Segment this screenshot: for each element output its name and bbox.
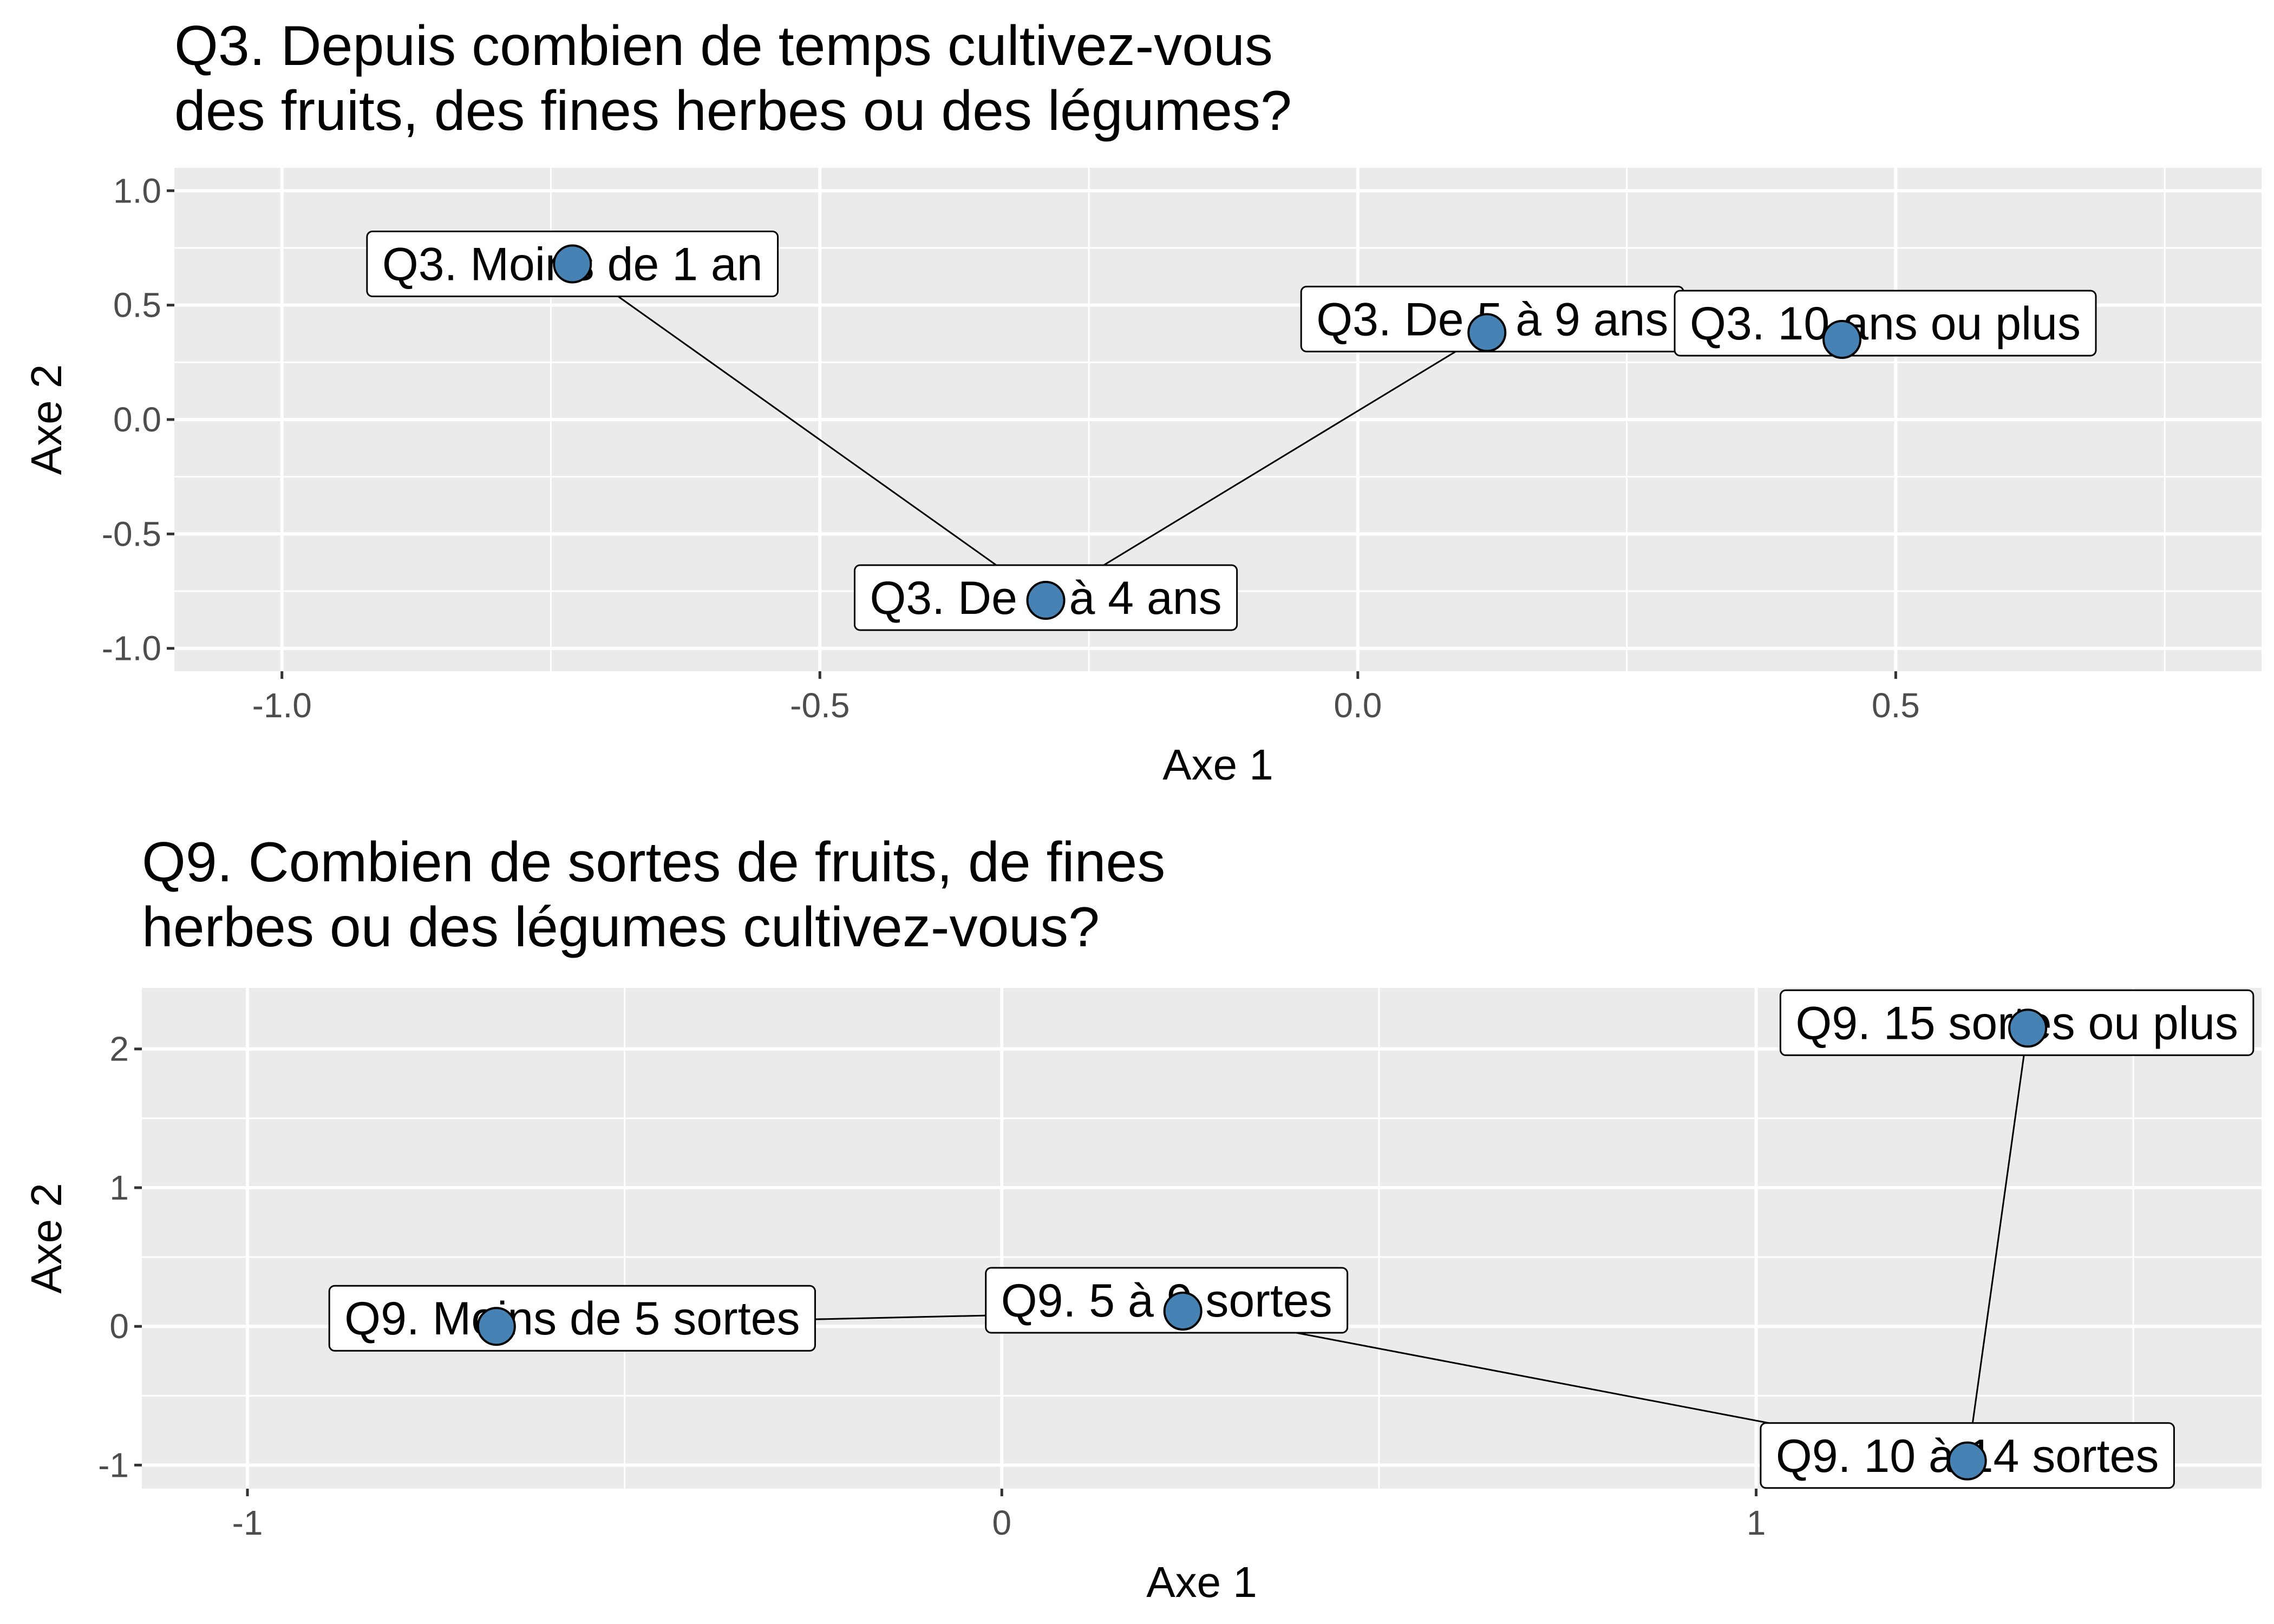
chart-q9-axes: -1 0 1 2 1 0 -1 <box>98 1030 1766 1542</box>
chart-q9-series-line <box>496 1028 2029 1462</box>
chart-q9: Q9. Combien de sortes de fruits, de fine… <box>22 831 2262 1606</box>
chart-q9-title-line-1: Q9. Combien de sortes de fruits, de fine… <box>142 831 1165 894</box>
chart-q9-data-point <box>1948 1441 1987 1481</box>
chart-q9-y-tick-label: 1 <box>109 1168 129 1207</box>
chart-q3-y-tick-label: 0.0 <box>113 400 161 439</box>
chart-q9-x-tick-label: 1 <box>1747 1503 1766 1542</box>
chart-q3-title-line-1: Q3. Depuis combien de temps cultivez-vou… <box>174 15 1273 77</box>
chart-q3-x-tick-label: -1.0 <box>252 686 312 725</box>
chart-q3-label-box <box>1674 290 2097 357</box>
chart-q3-data-point <box>1822 320 1862 359</box>
chart-q3-y-tick-label: -1.0 <box>102 629 161 668</box>
chart-q3-x-axis-label: Axe 1 <box>1162 741 1273 789</box>
chart-q9-point-label: Q9. Moins de 5 sortes <box>328 1285 816 1352</box>
chart-q3: Q3. Depuis combien de temps cultivez-vou… <box>22 15 2262 789</box>
chart-q9-connecting-path <box>496 1028 2029 1462</box>
chart-q3-y-tick-label: 0.5 <box>113 286 161 325</box>
chart-q9-y-axis-label: Axe 2 <box>22 1183 70 1294</box>
chart-q9-x-axis-label: Axe 1 <box>1146 1558 1257 1606</box>
chart-q9-data-point <box>2008 1009 2048 1048</box>
chart-q9-label-box <box>328 1285 816 1352</box>
chart-q3-label-text: Q3. 10 ans ou plus <box>1690 298 2081 350</box>
chart-q9-data-point <box>476 1307 516 1346</box>
chart-q3-data-point <box>1026 580 1066 620</box>
chart-q9-y-ticks: 2 1 0 -1 <box>98 1030 142 1484</box>
chart-q3-x-ticks: -1.0 -0.5 0.0 0.5 <box>252 671 1920 725</box>
chart-q3-title-line-2: des fruits, des fines herbes ou des légu… <box>174 80 1292 142</box>
chart-q9-label-text: Q9. Moins de 5 sortes <box>344 1293 800 1345</box>
chart-q3-point-label: Q3. 10 ans ou plus <box>1674 290 2097 357</box>
chart-q3-x-tick-label: -0.5 <box>790 686 850 725</box>
chart-q9-points <box>476 1009 2048 1481</box>
chart-q3-data-point <box>1467 313 1507 352</box>
chart-q9-data-point <box>1163 1292 1203 1331</box>
chart-q9-panel <box>142 988 2262 1489</box>
chart-q3-y-tick-label: -0.5 <box>102 514 161 553</box>
chart-q3-x-tick-label: 0.5 <box>1872 686 1920 725</box>
chart-q3-axes: -1.0 -0.5 0.0 0.5 1.0 0.5 0.0 -0.5 -1.0 <box>102 171 1920 725</box>
chart-q3-x-tick-label: 0.0 <box>1334 686 1382 725</box>
chart-q9-point-label: Q9. 5 à 9 sortes <box>985 1267 1349 1334</box>
chart-q3-y-axis-label: Axe 2 <box>22 364 70 475</box>
chart-q3-y-tick-label: 1.0 <box>113 171 161 210</box>
chart-q9-y-tick-label: 2 <box>109 1030 129 1069</box>
chart-q9-y-tick-label: 0 <box>109 1307 129 1346</box>
chart-q9-title-line-2: herbes ou des légumes cultivez-vous? <box>142 896 1100 959</box>
chart-q9-x-tick-label: -1 <box>232 1503 263 1542</box>
chart-q9-x-ticks: -1 0 1 <box>232 1489 1766 1542</box>
chart-q3-data-point <box>553 244 592 284</box>
chart-q9-label-box <box>985 1267 1349 1334</box>
chart-q3-y-ticks: 1.0 0.5 0.0 -0.5 -1.0 <box>102 171 174 668</box>
chart-q9-y-tick-label: -1 <box>98 1445 129 1484</box>
chart-q9-x-tick-label: 0 <box>992 1503 1011 1542</box>
chart-q3-points <box>553 244 1862 620</box>
